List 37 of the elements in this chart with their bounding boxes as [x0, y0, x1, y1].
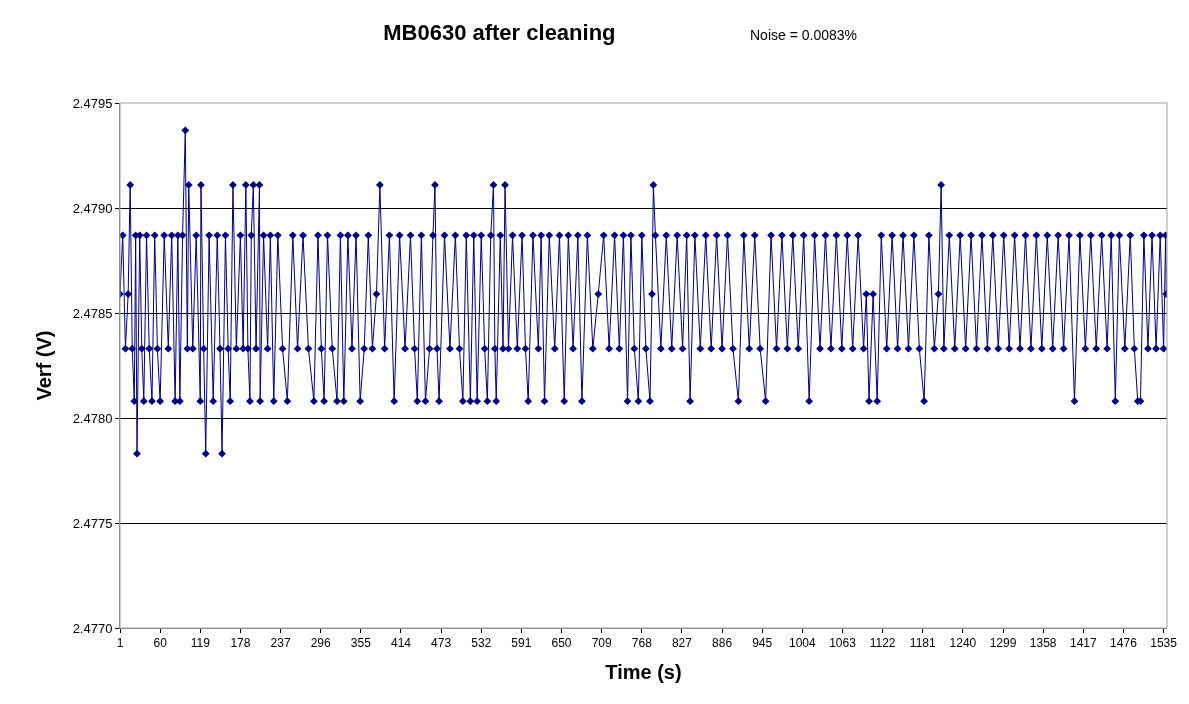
x-tick-label: 60 — [153, 636, 168, 651]
x-tick-label: 355 — [350, 636, 372, 651]
x-tick-label: 591 — [511, 636, 532, 651]
x-tick-label: 1476 — [1110, 636, 1138, 651]
y-tick-label: 2.4780 — [72, 410, 113, 426]
x-tick-label: 1122 — [869, 636, 896, 651]
x-tick-label: 1063 — [829, 636, 857, 651]
x-tick-label: 1299 — [989, 636, 1017, 651]
y-tick-label: 2.4790 — [72, 200, 113, 216]
x-tick-label: 178 — [230, 636, 251, 651]
x-tick-label: 1358 — [1029, 636, 1057, 651]
x-axis-title: Time (s) — [605, 660, 682, 683]
x-tick-label: 296 — [310, 636, 332, 651]
y-tick-label: 2.4775 — [72, 515, 113, 531]
x-tick-label: 1240 — [949, 636, 977, 651]
x-tick-label: 1004 — [789, 636, 817, 651]
y-axis-title: Verf (V) — [33, 330, 56, 401]
x-tick-label: 827 — [671, 636, 693, 651]
x-tick-label: 1 — [116, 636, 124, 651]
y-tick-label: 2.4795 — [72, 95, 113, 111]
y-tick-label: 2.4770 — [72, 620, 113, 636]
y-tick-label: 2.4785 — [72, 305, 113, 321]
x-tick-label: 473 — [431, 636, 452, 651]
x-tick-label: 1535 — [1150, 636, 1178, 651]
x-tick-label: 886 — [712, 636, 733, 651]
x-tick-label: 414 — [390, 636, 412, 651]
x-tick-label: 237 — [270, 636, 291, 651]
chart-title: MB0630 after cleaning — [383, 20, 616, 46]
x-tick-label: 1181 — [909, 636, 936, 651]
x-tick-label: 768 — [631, 636, 653, 651]
text: Noise = 0.0083% — [750, 27, 858, 43]
x-tick-label: 532 — [471, 636, 492, 651]
x-tick-label: 119 — [190, 636, 211, 651]
x-tick-label: 1417 — [1069, 636, 1097, 651]
x-tick-label: 709 — [591, 636, 612, 651]
x-tick-label: 945 — [752, 636, 773, 651]
x-tick-label: 650 — [551, 636, 572, 651]
